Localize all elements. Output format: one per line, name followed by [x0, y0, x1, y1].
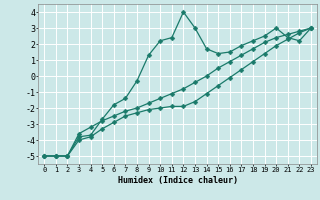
X-axis label: Humidex (Indice chaleur): Humidex (Indice chaleur): [118, 176, 238, 185]
